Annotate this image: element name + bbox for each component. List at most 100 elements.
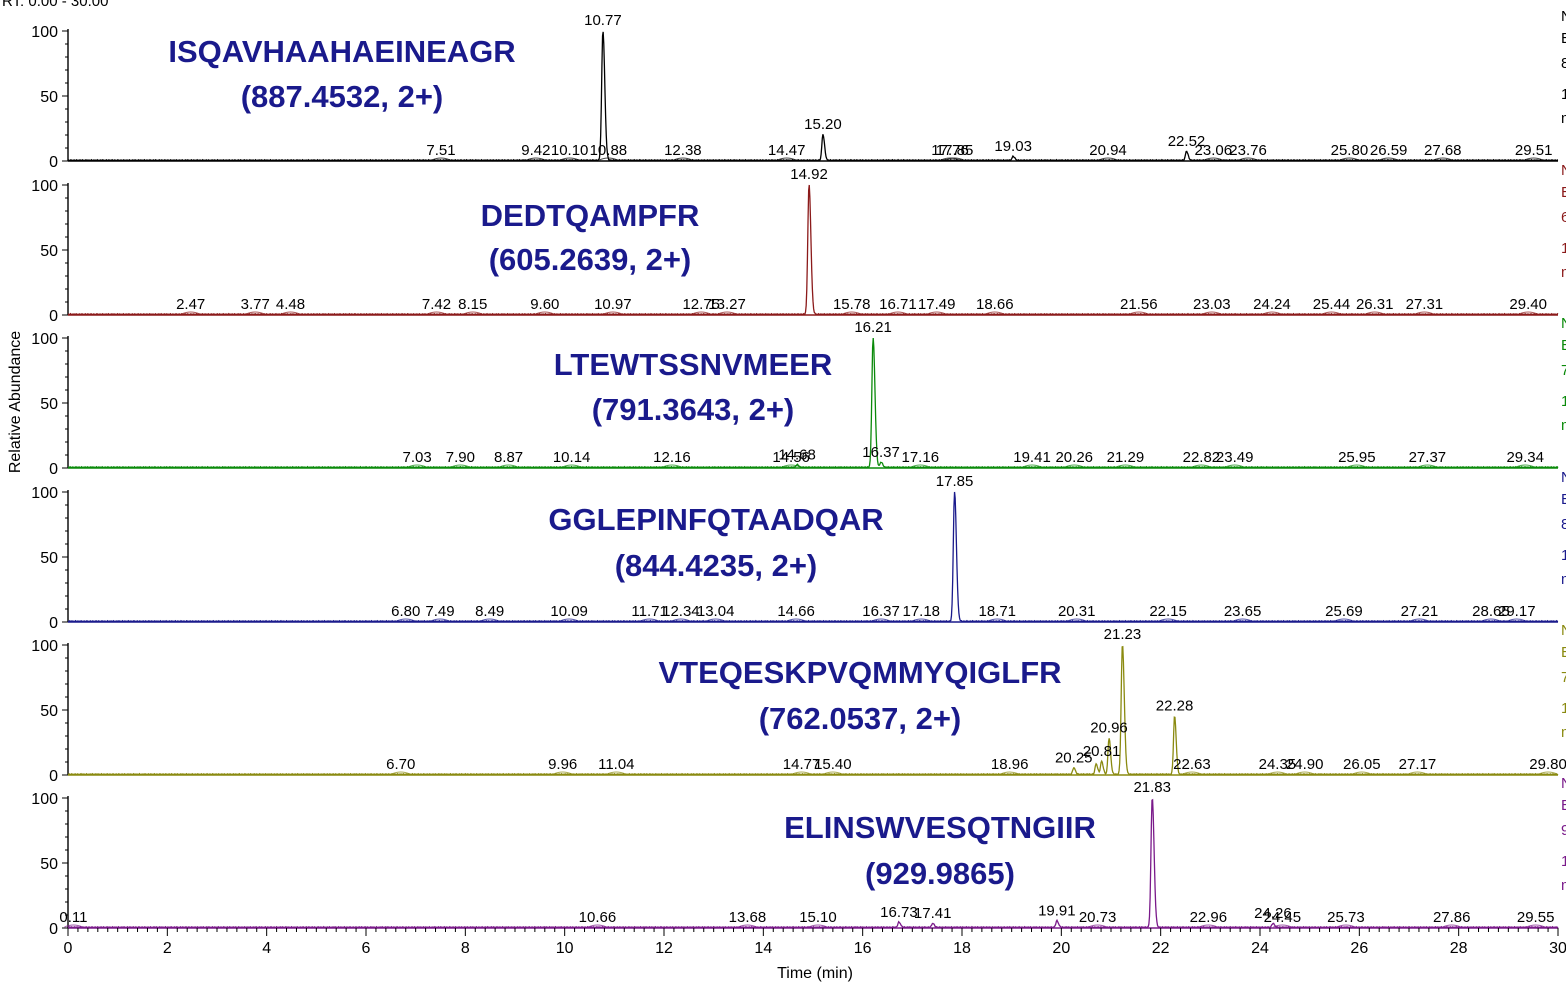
x-tick-label: 20 [1052,940,1070,957]
minor-peak [1088,924,1107,928]
rt-label: 18.66 [976,296,1014,313]
rt-label: 23.76 [1229,142,1267,159]
side-info-fragment: 9 [1561,822,1566,839]
side-info-fragment: m [1561,877,1566,894]
y-tick-label: 50 [40,89,58,106]
peak-label: 20.81 [1083,743,1121,760]
minor-peak [607,771,626,775]
rt-label: 6.70 [386,756,415,773]
peptide-mz: (929.9865) [865,856,1015,891]
peptide-sequence: LTEWTSSNVMEER [554,347,832,382]
rt-label: 12.34 [662,603,700,620]
rt-label: 11.04 [598,756,634,773]
minor-peak [985,311,1004,315]
rt-label: 13.04 [697,603,735,620]
minor-peak [451,464,470,468]
minor-peak [526,157,546,161]
rt-label: 27.68 [1424,142,1462,159]
minor-peak [1273,924,1292,928]
side-info-fragment: m [1561,571,1566,588]
minor-peak [706,618,725,622]
minor-peak [786,618,806,622]
rt-label: 25.69 [1325,603,1363,620]
peak-label: 10.77 [584,12,622,29]
minor-peak [1538,771,1558,775]
minor-peak [871,618,891,622]
rt-label: 24.24 [1253,296,1291,313]
rt-label: 28.65 [1472,603,1510,620]
rt-label: 8.49 [475,603,504,620]
minor-peak [640,618,659,622]
minor-peak [480,618,499,622]
rt-label: 17.18 [902,603,940,620]
minor-peak [1322,311,1341,315]
chromatogram-trace [67,798,1559,929]
side-info-fragment: N [1561,8,1566,25]
minor-peak [717,311,737,315]
minor-peak [430,618,450,622]
side-info-fragment: B [1561,337,1566,354]
rt-label: 20.73 [1079,909,1117,926]
minor-peak [1418,464,1437,468]
peak-label: 17.41 [914,905,952,922]
x-tick-label: 2 [163,940,172,957]
rt-label: 27.31 [1406,296,1444,313]
minor-peak [808,924,828,928]
peak-label: 14.92 [790,166,828,183]
x-tick-label: 28 [1450,940,1468,957]
y-tick-label: 0 [49,615,58,632]
rt-label: 18.96 [991,756,1029,773]
peptide-sequence: VTEQESKPVQMMYQIGLFR [658,655,1061,690]
rt-label: 27.37 [1409,449,1447,466]
peptide-sequence: ISQAVHAAHAEINEAGR [168,34,515,69]
rt-label: 14.77 [783,756,821,773]
y-tick-label: 50 [40,856,58,873]
minor-peak [1238,157,1258,161]
x-tick-label: 0 [64,940,73,957]
rt-label: 15.40 [814,756,852,773]
y-tick-label: 100 [31,791,58,808]
rt-label: 14.66 [777,603,815,620]
minor-peak [1065,464,1084,468]
minor-peak [1481,618,1501,622]
rt-label: 26.59 [1370,142,1408,159]
minor-peak [1365,311,1384,315]
rt-label: 7.51 [426,142,455,159]
peak-label: 17.85 [936,473,974,490]
y-tick-label: 100 [31,638,58,655]
side-info-fragment: B [1561,30,1566,47]
x-tick-label: 18 [953,940,971,957]
rt-label: 21.29 [1107,449,1145,466]
minor-peak [427,311,446,315]
x-tick-label: 4 [262,940,271,957]
minor-peak [181,311,200,315]
rt-label: 29.17 [1498,603,1536,620]
side-info-fragment: N [1561,775,1566,792]
rt-label: 27.17 [1399,756,1437,773]
rt-label: 26.31 [1356,296,1394,313]
rt-label: 21.56 [1120,296,1158,313]
rt-label: 4.48 [276,296,305,313]
rt-label: 8.87 [494,449,523,466]
rt-label: 17.16 [902,449,940,466]
minor-peak [888,311,908,315]
minor-peak [603,311,623,315]
rt-label: 7.90 [446,449,475,466]
side-info-fragment: m [1561,110,1566,127]
y-tick-label: 100 [31,331,58,348]
minor-peak [1334,618,1354,622]
minor-peak [1507,618,1526,622]
panel-3: 0 50 100 17.85 6.80 7.49 8.49 10.09 11.7112.3413… [31,469,1566,632]
rt-label: 12.75 [682,296,720,313]
peptide-mz: (605.2639, 2+) [489,242,692,277]
minor-peak [1202,311,1222,315]
rt-label: 24.90 [1286,756,1324,773]
peak-label: 21.23 [1104,626,1142,643]
x-tick-label: 26 [1350,940,1368,957]
minor-peak [1415,311,1434,315]
minor-peak [738,924,757,928]
rt-label: 10.97 [594,296,632,313]
